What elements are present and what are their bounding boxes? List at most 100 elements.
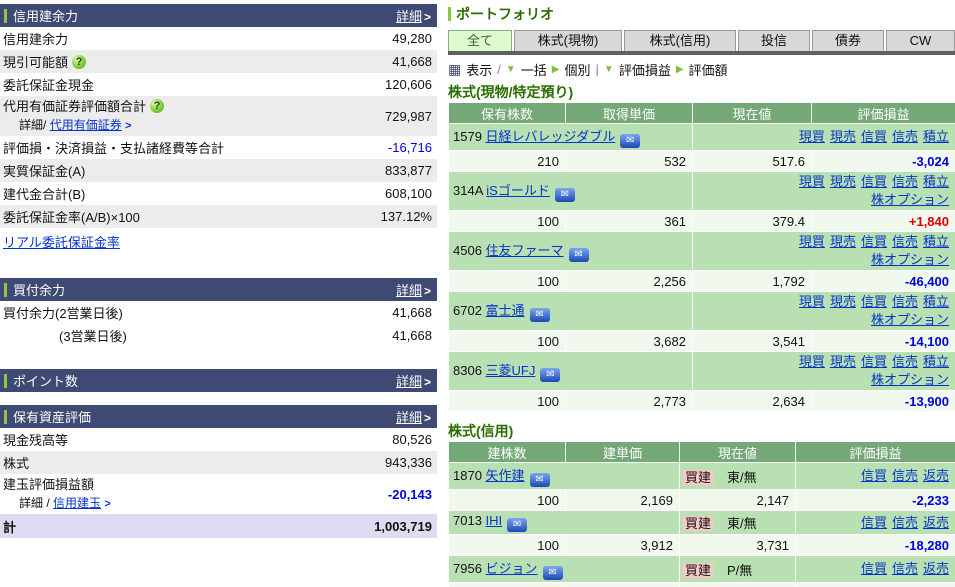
mail-icon[interactable]: ✉: [542, 566, 563, 580]
current-price-cell: 1,604: [679, 582, 796, 587]
table-header-row: 建株数 建単価 現在値 評価損益: [448, 441, 955, 463]
row-value: 41,668: [392, 305, 432, 320]
cash-buy-link[interactable]: 現買: [798, 354, 825, 369]
repay-sell-link[interactable]: 返売: [922, 468, 949, 483]
cash-sell-link[interactable]: 現売: [829, 294, 856, 309]
qty-cell: 100: [448, 582, 566, 587]
margin-sell-link[interactable]: 信売: [891, 234, 918, 249]
cash-sell-link[interactable]: 現売: [829, 174, 856, 189]
cash-sell-link[interactable]: 現売: [829, 354, 856, 369]
accent-bar: [4, 8, 7, 23]
section-title: 買付余力: [13, 283, 66, 298]
stock-name-link[interactable]: iSゴールド: [486, 183, 550, 198]
qty-cell: 100: [448, 330, 566, 352]
cash-buy-link[interactable]: 現買: [798, 129, 825, 144]
detail-link[interactable]: 詳細 >: [395, 283, 431, 298]
cash-buy-link[interactable]: 現買: [798, 174, 825, 189]
market-type: 東/無: [727, 469, 757, 485]
stock-name-link[interactable]: 三菱UFJ: [485, 363, 536, 378]
stock-option-link[interactable]: 株オプション: [870, 192, 949, 207]
mail-icon[interactable]: ✉: [529, 473, 550, 487]
row-label: (3営業日後): [59, 329, 127, 344]
stock-name-row: 1579 日経レバレッジダブル ✉ 現買 現売 信買 信売 積立: [448, 123, 955, 151]
unit-price-cell: 2,169: [565, 489, 680, 511]
repay-sell-link[interactable]: 返売: [922, 514, 949, 530]
help-icon[interactable]: ?: [72, 54, 87, 69]
margin-sell-link[interactable]: 信売: [891, 129, 918, 144]
detail-link[interactable]: 詳細 >: [395, 410, 431, 425]
tsumitate-link[interactable]: 積立: [922, 294, 949, 309]
cash-buy-link[interactable]: 現買: [798, 234, 825, 249]
margin-sell-link[interactable]: 信売: [891, 294, 918, 309]
unit-price-cell: 1,600.3: [565, 582, 680, 587]
pl-mode-toggle[interactable]: 評価損益: [618, 62, 671, 78]
stock-option-link[interactable]: 株オプション: [870, 252, 949, 267]
tab-bonds[interactable]: 債券: [812, 30, 884, 51]
mail-icon[interactable]: ✉: [507, 518, 528, 532]
margin-buy-link[interactable]: 信買: [860, 561, 887, 576]
row-value: 729,987: [385, 108, 432, 124]
qty-cell: 100: [448, 390, 566, 412]
help-icon[interactable]: ?: [150, 98, 165, 113]
col-header: 取得単価: [565, 102, 693, 124]
mail-icon[interactable]: ✉: [540, 368, 561, 382]
tab-stock-cash[interactable]: 株式(現物): [514, 30, 622, 51]
repay-sell-link[interactable]: 返売: [922, 561, 949, 576]
margin-sell-link[interactable]: 信売: [891, 561, 918, 576]
tsumitate-link[interactable]: 積立: [922, 354, 949, 369]
margin-sell-link[interactable]: 信売: [891, 174, 918, 189]
real-margin-ratio-link[interactable]: リアル委託保証金率: [3, 235, 120, 250]
batch-toggle[interactable]: 一括: [520, 62, 547, 78]
tab-funds[interactable]: 投信: [738, 30, 810, 51]
pl-cell: -18,280: [795, 534, 955, 556]
summary-row: 買付余力(2営業日後) 41,668: [0, 301, 437, 324]
stock-option-link[interactable]: 株オプション: [870, 372, 949, 387]
tab-cw[interactable]: CW: [886, 30, 955, 51]
mail-icon[interactable]: ✉: [568, 248, 589, 262]
cash-buy-link[interactable]: 現買: [798, 294, 825, 309]
margin-buy-link[interactable]: 信買: [860, 354, 887, 369]
portfolio-panel: ポートフォリオ 全て 株式(現物) 株式(信用) 投信 債券 CW ▦ 表示 /…: [448, 4, 955, 587]
summary-row: 代用有価証券評価額合計? 詳細/ 代用有価証券 > 729,987: [0, 96, 437, 136]
detail-link[interactable]: 詳細 >: [395, 9, 431, 24]
margin-buy-link[interactable]: 信買: [860, 174, 887, 189]
stock-name-link[interactable]: 矢作建: [485, 468, 525, 483]
cash-sell-link[interactable]: 現売: [829, 234, 856, 249]
tsumitate-link[interactable]: 積立: [922, 174, 949, 189]
mail-icon[interactable]: ✉: [620, 134, 641, 148]
stock-option-link[interactable]: 株オプション: [870, 312, 949, 327]
pl-cell: +1,840: [811, 210, 955, 232]
daiyo-yukashoken-link[interactable]: 代用有価証券: [49, 118, 122, 132]
tab-stock-margin[interactable]: 株式(信用): [624, 30, 736, 51]
section-header-buying-power: 買付余力 詳細 >: [0, 278, 437, 301]
portfolio-title: ポートフォリオ: [448, 4, 955, 24]
margin-position-link[interactable]: 信用建玉: [53, 496, 102, 510]
stock-name-link[interactable]: 日経レバレッジダブル: [485, 129, 616, 144]
margin-buy-link[interactable]: 信買: [860, 294, 887, 309]
tsumitate-link[interactable]: 積立: [922, 129, 949, 144]
pl-cell: +370: [795, 582, 955, 587]
mail-icon[interactable]: ✉: [529, 308, 550, 322]
margin-buy-link[interactable]: 信買: [860, 234, 887, 249]
stock-name-link[interactable]: IHI: [485, 513, 503, 528]
margin-buy-link[interactable]: 信買: [860, 129, 887, 144]
individual-toggle[interactable]: 個別: [564, 62, 591, 78]
cash-sell-link[interactable]: 現売: [829, 129, 856, 144]
margin-buy-link[interactable]: 信買: [860, 468, 887, 483]
detail-link[interactable]: 詳細 >: [395, 374, 431, 389]
mail-icon[interactable]: ✉: [554, 188, 575, 202]
margin-sell-link[interactable]: 信売: [891, 354, 918, 369]
value-mode-toggle[interactable]: 評価額: [688, 62, 728, 78]
stock-name-link[interactable]: ビジョン: [485, 561, 538, 576]
tab-all[interactable]: 全て: [448, 30, 512, 51]
row-value: 41,668: [392, 328, 432, 343]
summary-row: (3営業日後) 41,668: [0, 324, 437, 347]
triangle-down-icon: ▼: [603, 63, 614, 75]
margin-buy-link[interactable]: 信買: [860, 514, 887, 530]
tsumitate-link[interactable]: 積立: [922, 234, 949, 249]
stock-code: 4506: [453, 243, 482, 258]
margin-sell-link[interactable]: 信売: [891, 514, 918, 530]
stock-name-link[interactable]: 富士通: [485, 303, 525, 318]
margin-sell-link[interactable]: 信売: [891, 468, 918, 483]
stock-name-link[interactable]: 住友ファーマ: [485, 243, 564, 258]
